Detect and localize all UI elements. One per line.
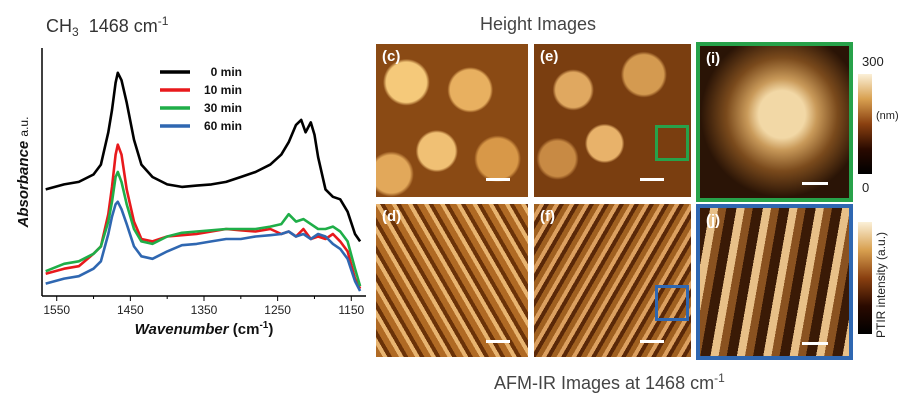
panel-i-scalebar <box>802 182 828 185</box>
title-superscript: -1 <box>157 14 169 28</box>
panel-d-label: (d) <box>382 208 402 225</box>
legend-label: 10 min <box>204 83 242 97</box>
title-subscript: 3 <box>72 25 79 39</box>
series-line-0-min <box>45 71 362 243</box>
x-axis-label: Wavenumber (cm-1) <box>135 320 274 338</box>
panel-c-height-image: (c) <box>376 44 528 197</box>
height-colorbar-unit: (nm) <box>876 110 899 122</box>
panel-e-label: (e) <box>540 48 559 65</box>
height-colorbar-min: 0 <box>862 180 870 195</box>
panel-f-label: (f) <box>540 208 555 225</box>
title-wavenumber: 1468 cm <box>88 16 158 36</box>
panel-c-label: (c) <box>382 48 401 65</box>
series-line-10-min <box>45 143 362 290</box>
panel-i-label: (i) <box>706 50 721 67</box>
ir-colorbar <box>858 222 872 334</box>
panel-j-label: (j) <box>706 212 721 229</box>
panel-f-scalebar <box>640 340 664 343</box>
panel-e-height-image: (e) <box>534 44 691 197</box>
blue-zoom-box <box>655 285 689 321</box>
absorbance-spectrum-chart: 1550 1450 1350 1250 1150 Wavenumber (cm-1) Abs… <box>15 48 366 338</box>
panel-j-scalebar <box>802 342 828 345</box>
legend-label: 60 min <box>204 119 242 133</box>
height-colorbar-max: 300 <box>862 54 884 69</box>
legend-label: 0 min <box>211 65 242 79</box>
afmir-title-text: AFM-IR Images at 1468 cm <box>494 373 715 393</box>
x-tick-label: 1450 <box>117 303 144 317</box>
panel-e-scalebar <box>640 178 664 181</box>
series-line-60-min <box>45 200 362 292</box>
panel-i-height-zoom: (i) <box>696 42 853 202</box>
afmir-images-title: AFM-IR Images at 1468 cm-1 <box>494 371 725 394</box>
panel-j-afmir-zoom: (j) <box>696 204 853 360</box>
title-prefix: CH <box>46 16 72 36</box>
x-tick-label: 1150 <box>338 303 364 317</box>
series-line-30-min <box>45 170 362 287</box>
panel-d-scalebar <box>486 340 510 343</box>
green-zoom-box <box>655 125 689 161</box>
ir-colorbar-label: PTIR intensity (a.u.) <box>874 231 888 338</box>
legend-label: 30 min <box>204 101 242 115</box>
panel-f-afmir-image: (f) <box>534 204 691 357</box>
x-tick-label: 1350 <box>191 303 218 317</box>
height-images-title: Height Images <box>480 14 597 34</box>
x-tick-label: 1250 <box>264 303 291 317</box>
y-axis-label: Absorbance a.u. <box>15 117 32 229</box>
panel-c-scalebar <box>486 178 510 181</box>
panel-d-afmir-image: (d) <box>376 204 528 357</box>
x-tick-label: 1550 <box>43 303 70 317</box>
afmir-title-superscript: -1 <box>714 371 725 385</box>
figure-title: CH3 1468 cm-1 <box>46 14 168 39</box>
height-colorbar <box>858 74 872 174</box>
